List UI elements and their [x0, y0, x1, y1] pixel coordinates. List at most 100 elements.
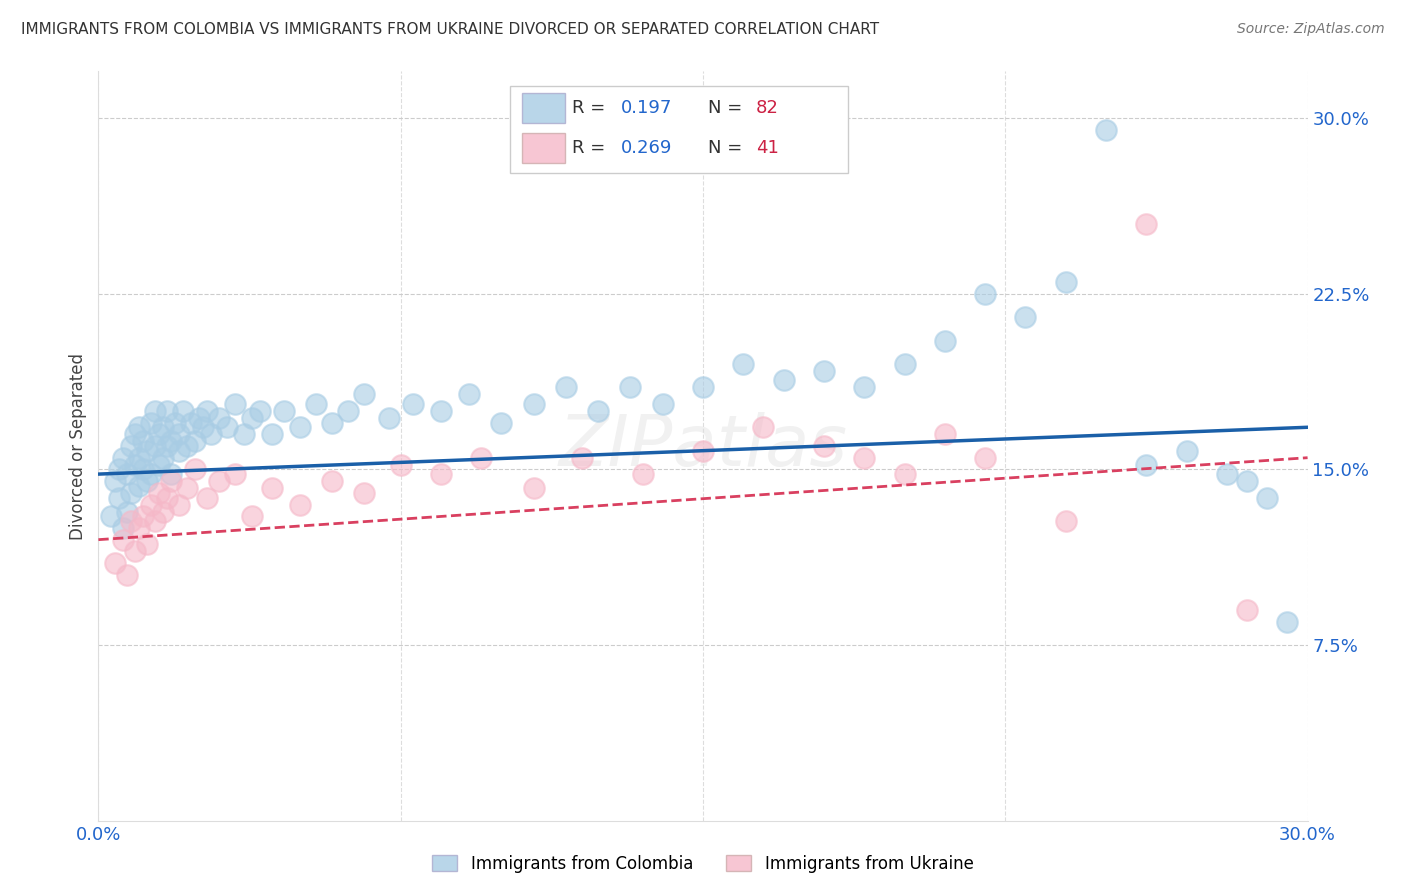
- Point: [132, 462, 155, 476]
- Point: [470, 450, 492, 465]
- Point: [733, 357, 755, 371]
- Point: [120, 514, 142, 528]
- Point: [402, 397, 425, 411]
- Point: [135, 537, 157, 551]
- Point: [305, 397, 328, 411]
- Point: [321, 416, 343, 430]
- Point: [124, 458, 146, 472]
- Point: [128, 479, 150, 493]
- Point: [240, 411, 263, 425]
- Point: [107, 462, 129, 476]
- Point: [321, 474, 343, 488]
- Point: [156, 404, 179, 418]
- Point: [1014, 310, 1036, 325]
- Point: [160, 434, 183, 449]
- Y-axis label: Divorced or Separated: Divorced or Separated: [69, 352, 87, 540]
- Point: [200, 427, 222, 442]
- Point: [124, 544, 146, 558]
- Text: 41: 41: [756, 139, 779, 157]
- Point: [288, 498, 311, 512]
- Point: [115, 467, 138, 482]
- Point: [128, 420, 150, 434]
- Point: [176, 439, 198, 453]
- Point: [139, 416, 162, 430]
- Point: [1135, 458, 1157, 472]
- Point: [160, 474, 183, 488]
- Point: [1236, 603, 1258, 617]
- Point: [172, 404, 194, 418]
- Point: [100, 509, 122, 524]
- Point: [156, 439, 179, 453]
- Point: [115, 567, 138, 582]
- Point: [1095, 123, 1118, 137]
- Point: [430, 467, 453, 482]
- Point: [120, 485, 142, 500]
- Text: 82: 82: [756, 99, 779, 117]
- Point: [128, 521, 150, 535]
- Point: [152, 450, 174, 465]
- Point: [1054, 275, 1077, 289]
- Point: [103, 556, 125, 570]
- Point: [389, 458, 412, 472]
- Point: [430, 404, 453, 418]
- Legend: Immigrants from Colombia, Immigrants from Ukraine: Immigrants from Colombia, Immigrants fro…: [426, 848, 980, 880]
- Point: [132, 434, 155, 449]
- Point: [249, 404, 271, 418]
- Point: [273, 404, 295, 418]
- Text: 0.197: 0.197: [621, 99, 672, 117]
- Point: [139, 498, 162, 512]
- Point: [143, 404, 166, 418]
- FancyBboxPatch shape: [509, 87, 848, 172]
- Point: [1216, 467, 1239, 482]
- Point: [1277, 615, 1299, 629]
- Point: [152, 505, 174, 519]
- Point: [260, 427, 283, 442]
- Point: [195, 404, 218, 418]
- Point: [135, 474, 157, 488]
- Point: [555, 380, 578, 394]
- Point: [120, 439, 142, 453]
- Point: [1135, 217, 1157, 231]
- Point: [217, 420, 239, 434]
- Point: [692, 443, 714, 458]
- Point: [167, 498, 190, 512]
- Point: [353, 387, 375, 401]
- Point: [167, 427, 190, 442]
- Point: [458, 387, 481, 401]
- Point: [1236, 474, 1258, 488]
- Point: [111, 533, 134, 547]
- Point: [148, 427, 170, 442]
- Point: [188, 411, 211, 425]
- Point: [132, 509, 155, 524]
- Point: [107, 491, 129, 505]
- Point: [167, 443, 190, 458]
- Point: [853, 380, 876, 394]
- Point: [193, 420, 215, 434]
- Point: [115, 505, 138, 519]
- FancyBboxPatch shape: [522, 133, 565, 162]
- Point: [124, 427, 146, 442]
- Point: [934, 427, 956, 442]
- Point: [813, 364, 835, 378]
- Point: [523, 481, 546, 495]
- Point: [1175, 443, 1198, 458]
- Point: [163, 416, 186, 430]
- Point: [224, 467, 246, 482]
- Point: [184, 462, 207, 476]
- FancyBboxPatch shape: [522, 93, 565, 123]
- Point: [377, 411, 399, 425]
- Point: [813, 439, 835, 453]
- Point: [128, 450, 150, 465]
- Point: [224, 397, 246, 411]
- Point: [195, 491, 218, 505]
- Text: N =: N =: [707, 99, 748, 117]
- Point: [103, 474, 125, 488]
- Point: [148, 458, 170, 472]
- Point: [260, 481, 283, 495]
- Point: [631, 467, 654, 482]
- Point: [974, 286, 997, 301]
- Point: [353, 485, 375, 500]
- Text: 0.269: 0.269: [621, 139, 672, 157]
- Text: Source: ZipAtlas.com: Source: ZipAtlas.com: [1237, 22, 1385, 37]
- Point: [523, 397, 546, 411]
